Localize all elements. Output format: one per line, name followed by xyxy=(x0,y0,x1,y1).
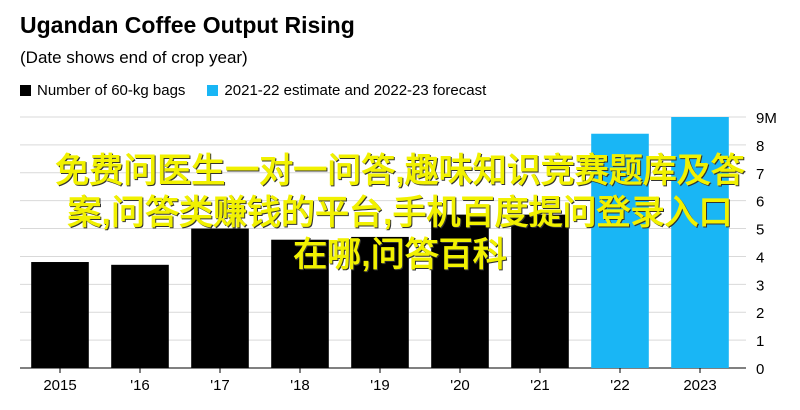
bar xyxy=(351,236,409,368)
y-tick-label: 9M xyxy=(756,110,777,127)
bar xyxy=(271,239,329,368)
bar xyxy=(31,262,89,368)
x-tick-label: '20 xyxy=(450,377,470,394)
x-tick-label: '18 xyxy=(290,377,310,394)
legend-label-actual: Number of 60-kg bags xyxy=(37,82,186,99)
legend: Number of 60-kg bags 2021-22 estimate an… xyxy=(20,82,500,99)
legend-item-forecast: 2021-22 estimate and 2022-23 forecast xyxy=(207,82,486,99)
chart-title: Ugandan Coffee Output Rising xyxy=(20,12,355,38)
y-tick-label: 5 xyxy=(756,222,764,239)
x-tick-label: '19 xyxy=(370,377,390,394)
bar xyxy=(111,264,169,368)
x-tick-label: '21 xyxy=(530,377,550,394)
legend-item-actual: Number of 60-kg bags xyxy=(20,82,185,99)
y-tick-label: 8 xyxy=(756,138,764,155)
y-tick-label: 3 xyxy=(756,277,764,294)
y-tick-label: 7 xyxy=(756,166,764,183)
bar xyxy=(511,214,569,368)
bar xyxy=(591,133,649,368)
y-tick-label: 6 xyxy=(756,194,764,211)
bar xyxy=(431,214,489,368)
x-tick-label: 2023 xyxy=(683,377,716,394)
x-tick-label: '16 xyxy=(130,377,150,394)
x-tick-label: 2015 xyxy=(43,377,76,394)
bar xyxy=(671,117,729,368)
legend-label-forecast: 2021-22 estimate and 2022-23 forecast xyxy=(224,82,487,99)
x-tick-label: '22 xyxy=(610,377,630,394)
y-tick-label: 0 xyxy=(756,361,764,378)
bar xyxy=(191,228,249,368)
x-tick-label: '17 xyxy=(210,377,230,394)
y-tick-label: 2 xyxy=(756,305,764,322)
y-tick-label: 1 xyxy=(756,333,764,350)
y-tick-label: 4 xyxy=(756,249,764,266)
chart-subtitle: (Date shows end of crop year) xyxy=(20,48,248,67)
legend-swatch-forecast xyxy=(207,85,219,96)
legend-swatch-actual xyxy=(20,85,31,96)
